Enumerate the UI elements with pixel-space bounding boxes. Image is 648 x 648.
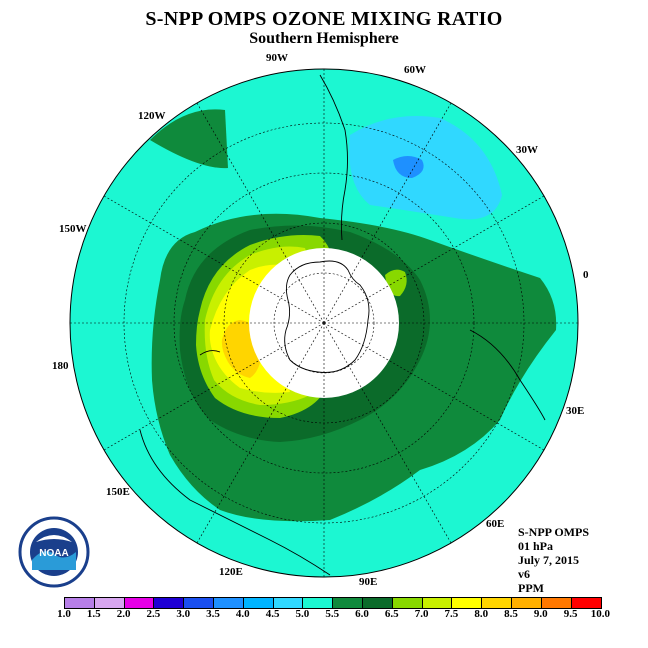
noaa-logo-text: NOAA [39, 548, 68, 559]
lon-label-90e: 90E [359, 576, 378, 588]
colorbar-tick-label: 1.5 [86, 608, 101, 620]
colorbar-tick-labels: 1.0 1.5 2.0 2.5 3.0 3.5 4.0 4.5 5.0 5.5 6.0 6.5 7.0 7… [0, 608, 648, 622]
colorbar-swatch [392, 598, 423, 608]
lon-label-180: 180 [52, 360, 69, 372]
colorbar-tick-label: 8.0 [474, 608, 489, 620]
noaa-seal-icon: NOAA [18, 516, 90, 588]
page-subtitle: Southern Hemisphere [249, 30, 399, 47]
colorbar-tick-label: 7.0 [414, 608, 429, 620]
lon-label-150e: 150E [106, 486, 130, 498]
graticule [70, 69, 578, 577]
australia-coast [139, 429, 331, 576]
lon-label-120w: 120W [138, 110, 166, 122]
new-zealand-coast [199, 350, 221, 356]
map-disk-border [69, 68, 579, 578]
colorbar-swatch [362, 598, 393, 608]
lon-label-30e: 30E [566, 405, 585, 417]
info-date: July 7, 2015 [518, 553, 580, 567]
colorbar-swatch [184, 598, 214, 608]
colorbar-swatch [541, 598, 572, 608]
noaa-logo: NOAA [18, 516, 90, 588]
colorbar-tick-label: 5.0 [295, 608, 310, 620]
colorbar-tick-label: 7.5 [444, 608, 459, 620]
lon-label-30w: 30W [516, 144, 538, 156]
colorbar-swatch [65, 598, 95, 608]
colorbar-swatch [303, 598, 334, 608]
info-units: PPM [518, 581, 544, 595]
colorbar-tick-label: 9.5 [563, 608, 578, 620]
info-level: 01 hPa [518, 539, 554, 553]
colorbar-swatch [333, 598, 363, 608]
colorbar-tick-label: 4.0 [235, 608, 250, 620]
colorbar-tick-label: 2.5 [146, 608, 161, 620]
info-product: S-NPP OMPS [518, 525, 589, 539]
south-america-coast [319, 74, 348, 241]
info-block: S-NPP OMPS 01 hPa July 7, 2015 v6 PPM [518, 525, 589, 595]
colorbar-tick-label: 2.0 [116, 608, 131, 620]
colorbar-swatch [511, 598, 542, 608]
info-version: v6 [518, 567, 530, 581]
colorbar-swatch [124, 598, 155, 608]
colorbar-tick-label: 1.0 [57, 608, 71, 620]
colorbar-tick-label: 3.5 [206, 608, 220, 620]
lon-label-60e: 60E [486, 518, 505, 530]
colorbar-swatch [243, 598, 274, 608]
colorbar-swatch [273, 598, 304, 608]
ozone-contour-5-5-nw [150, 109, 228, 169]
colorbar-tick-label: 8.5 [504, 608, 518, 620]
lon-label-150w: 150W [59, 223, 87, 235]
lon-label-90w: 90W [266, 52, 288, 64]
antarctica-outline [284, 260, 370, 373]
lon-label-0: 0 [583, 269, 589, 281]
colorbar-tick-label: 9.0 [533, 608, 548, 620]
colorbar-tick-label: 10.0 [590, 608, 611, 620]
lon-label-60w: 60W [404, 64, 426, 76]
colorbar-tick-label: 5.5 [325, 608, 340, 620]
ozone-contour-4-0-low [349, 116, 502, 220]
lon-label-120e: 120E [219, 566, 243, 578]
colorbar-tick-label: 6.5 [384, 608, 399, 620]
colorbar-tick-label: 3.0 [176, 608, 191, 620]
colorbar-swatch [213, 598, 244, 608]
page-title: S-NPP OMPS OZONE MIXING RATIO [145, 8, 503, 30]
ozone-contour-3-5-low [393, 156, 424, 178]
africa-coast [469, 329, 546, 421]
colorbar-tick-label: 6.0 [355, 608, 369, 620]
colorbar-swatch [422, 598, 453, 608]
colorbar-swatch [452, 598, 483, 608]
colorbar [64, 597, 603, 609]
colorbar-swatch [154, 598, 185, 608]
colorbar-swatch [94, 598, 125, 608]
colorbar-swatch [571, 598, 602, 608]
colorbar-swatch [482, 598, 512, 608]
colorbar-tick-label: 4.5 [265, 608, 280, 620]
